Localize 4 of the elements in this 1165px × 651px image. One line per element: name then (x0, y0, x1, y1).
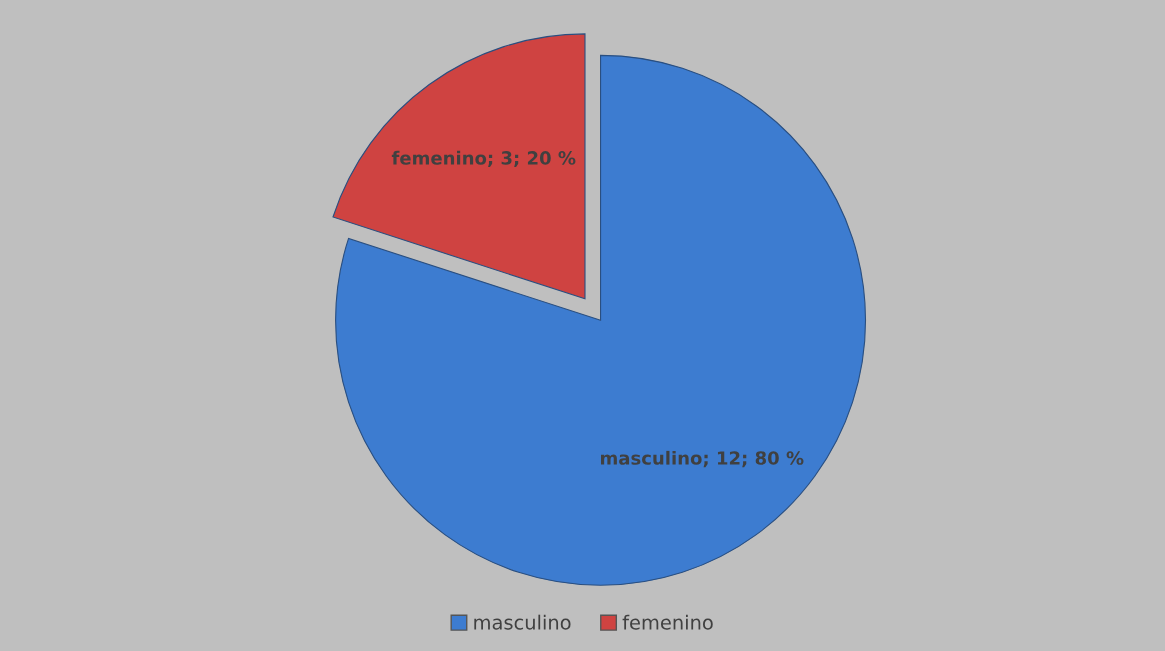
data-label: femenino; 3; 20 % (391, 150, 576, 168)
legend-label: masculino (474, 614, 571, 630)
data-label: masculino; 12; 80 % (601, 450, 804, 468)
legend-label: femenino (622, 614, 713, 630)
